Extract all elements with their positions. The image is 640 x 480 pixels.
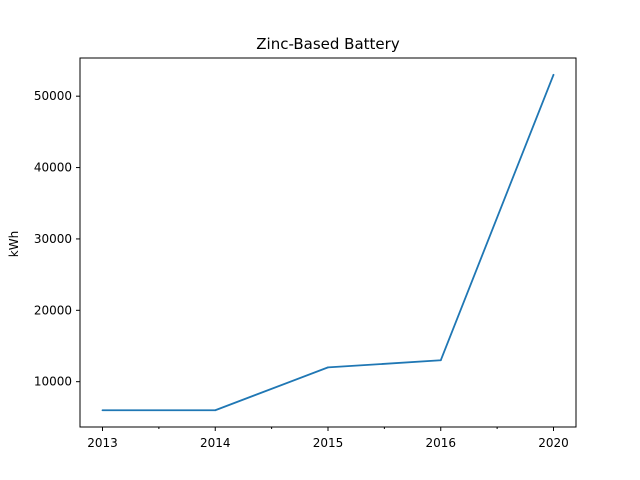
x-tick-label: 2016 bbox=[425, 436, 456, 450]
series-layer bbox=[101, 73, 555, 412]
y-tick-label: 10000 bbox=[34, 375, 72, 389]
x-tick-label: 2014 bbox=[200, 436, 231, 450]
x-tick-label: 2013 bbox=[87, 436, 118, 450]
chart-title: Zinc-Based Battery bbox=[256, 35, 400, 53]
data-point bbox=[552, 73, 555, 76]
y-tick-label: 30000 bbox=[34, 232, 72, 246]
y-tick-label: 20000 bbox=[34, 303, 72, 317]
y-axis: 10000 20000 30000 40000 50000 bbox=[34, 89, 80, 389]
data-point bbox=[214, 409, 217, 412]
x-axis: 2013 2014 2015 2016 2020 bbox=[87, 427, 569, 450]
series-line bbox=[102, 74, 555, 412]
x-tick-label: 2020 bbox=[538, 436, 569, 450]
y-axis-label: kWh bbox=[7, 231, 21, 257]
data-point bbox=[327, 366, 329, 369]
y-tick-label: 50000 bbox=[34, 89, 72, 103]
x-tick-label: 2015 bbox=[313, 436, 344, 450]
data-point bbox=[101, 409, 104, 412]
plot-area bbox=[79, 57, 577, 428]
data-point bbox=[439, 359, 442, 362]
y-tick-label: 40000 bbox=[34, 161, 72, 175]
